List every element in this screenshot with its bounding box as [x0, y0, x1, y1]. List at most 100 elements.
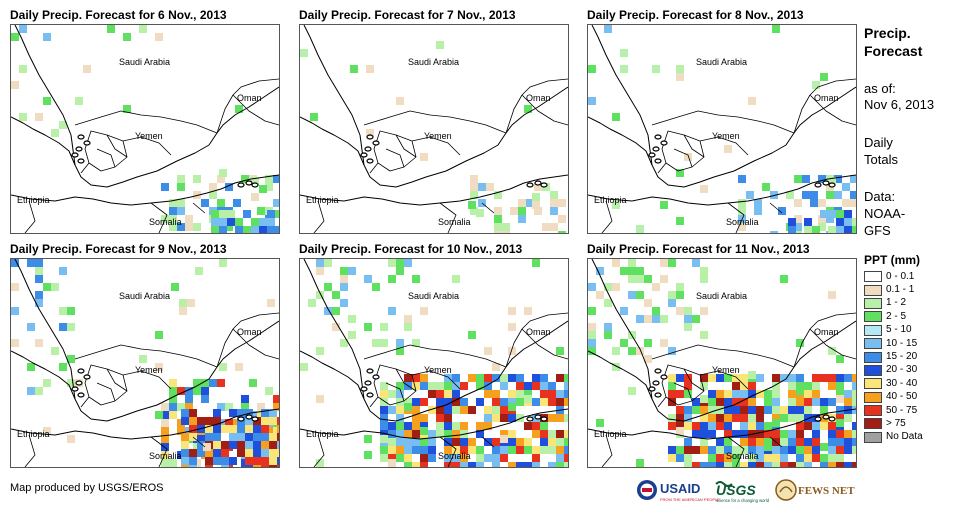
- precip-cell: [396, 347, 404, 355]
- precip-cell: [852, 446, 856, 454]
- island: [237, 416, 245, 422]
- precip-cell: [27, 259, 35, 267]
- island: [75, 146, 83, 152]
- precip-cell: [396, 414, 404, 422]
- precip-cell: [452, 374, 460, 382]
- precip-cell: [187, 299, 195, 307]
- label-ethiopia: Ethiopia: [306, 195, 339, 205]
- precip-cell: [532, 454, 540, 462]
- precip-cell: [265, 183, 273, 191]
- precip-cell: [700, 446, 708, 454]
- precip-cell: [612, 283, 620, 291]
- precip-cell: [229, 409, 237, 417]
- precip-cell: [267, 218, 275, 226]
- legend-item: 50 - 75: [864, 404, 964, 417]
- precip-cell: [500, 446, 508, 454]
- precip-cell: [243, 226, 251, 233]
- precip-cell: [27, 363, 35, 371]
- precip-cell: [532, 422, 540, 430]
- precip-cell: [772, 462, 780, 467]
- precip-cell: [834, 175, 842, 183]
- usgs-subtext: science for a changing world: [716, 498, 770, 503]
- legend-label: > 75: [886, 417, 906, 429]
- precip-cell: [756, 406, 764, 414]
- precip-cell: [812, 422, 820, 430]
- precip-cell: [764, 398, 772, 406]
- precip-cell: [492, 398, 500, 406]
- precip-cell: [740, 462, 748, 467]
- precip-cell: [388, 430, 396, 438]
- precip-cell: [332, 307, 340, 315]
- precip-cell: [652, 307, 660, 315]
- precip-cell: [181, 449, 189, 457]
- precip-cell: [219, 226, 227, 233]
- precip-cell: [340, 275, 348, 283]
- precip-cell: [217, 379, 225, 387]
- precip-cell: [324, 283, 332, 291]
- precip-cell: [404, 315, 412, 323]
- precip-cell: [177, 427, 185, 435]
- label-oman: Oman: [237, 93, 262, 103]
- precip-cell: [332, 291, 340, 299]
- precip-cell: [716, 454, 724, 462]
- precip-cell: [524, 382, 532, 390]
- precip-cell: [460, 406, 468, 414]
- precip-cell: [644, 315, 652, 323]
- precip-cell: [364, 451, 372, 459]
- precip-cell: [548, 382, 556, 390]
- precip-cell: [169, 199, 177, 207]
- precip-cell: [213, 433, 221, 441]
- fewsnet-logo: FEWS NET: [775, 479, 855, 501]
- precip-cell: [540, 430, 548, 438]
- precip-cell: [852, 462, 856, 467]
- precip-cell: [169, 459, 177, 467]
- precip-cell: [732, 446, 740, 454]
- precip-cell: [748, 422, 756, 430]
- island: [71, 386, 79, 392]
- precip-cell: [564, 430, 568, 438]
- legend-item: 10 - 15: [864, 337, 964, 350]
- precip-cell: [700, 275, 708, 283]
- precip-cell: [380, 435, 388, 443]
- legend-label: 15 - 20: [886, 351, 918, 363]
- precip-cell: [444, 446, 452, 454]
- precip-cell: [420, 153, 428, 161]
- precip-cell: [772, 374, 780, 382]
- precip-cell: [420, 398, 428, 406]
- precip-cell: [852, 398, 856, 406]
- precip-cell: [804, 398, 812, 406]
- precip-cell: [812, 81, 820, 89]
- precip-cell: [189, 465, 197, 467]
- precip-cell: [772, 390, 780, 398]
- precip-cell: [812, 226, 820, 233]
- precip-cell: [179, 299, 187, 307]
- precip-cell: [229, 441, 237, 449]
- precip-cell: [812, 374, 820, 382]
- precip-cell: [740, 414, 748, 422]
- precip-cell: [253, 465, 261, 467]
- precip-cell: [388, 454, 396, 462]
- label-ethiopia: Ethiopia: [306, 429, 339, 439]
- precip-cell: [75, 97, 83, 105]
- precip-cell: [794, 223, 802, 231]
- precip-cell: [492, 446, 500, 454]
- precip-cell: [764, 406, 772, 414]
- precip-cell: [532, 201, 540, 209]
- precip-cells: [588, 25, 856, 233]
- precip-cell: [738, 199, 746, 207]
- precip-cell: [700, 406, 708, 414]
- precip-cell: [820, 73, 828, 81]
- precip-cell: [428, 454, 436, 462]
- precip-cell: [468, 446, 476, 454]
- precip-cell: [237, 433, 245, 441]
- precip-cell: [444, 414, 452, 422]
- island: [526, 182, 534, 188]
- precip-cell: [169, 411, 177, 419]
- precip-cell: [564, 454, 568, 462]
- label-yemen: Yemen: [424, 131, 452, 141]
- legend-swatch: [864, 418, 882, 430]
- precip-cell: [181, 465, 189, 467]
- label-somalia: Somalia: [726, 217, 759, 227]
- precip-cell: [476, 454, 484, 462]
- precip-cell: [300, 49, 308, 57]
